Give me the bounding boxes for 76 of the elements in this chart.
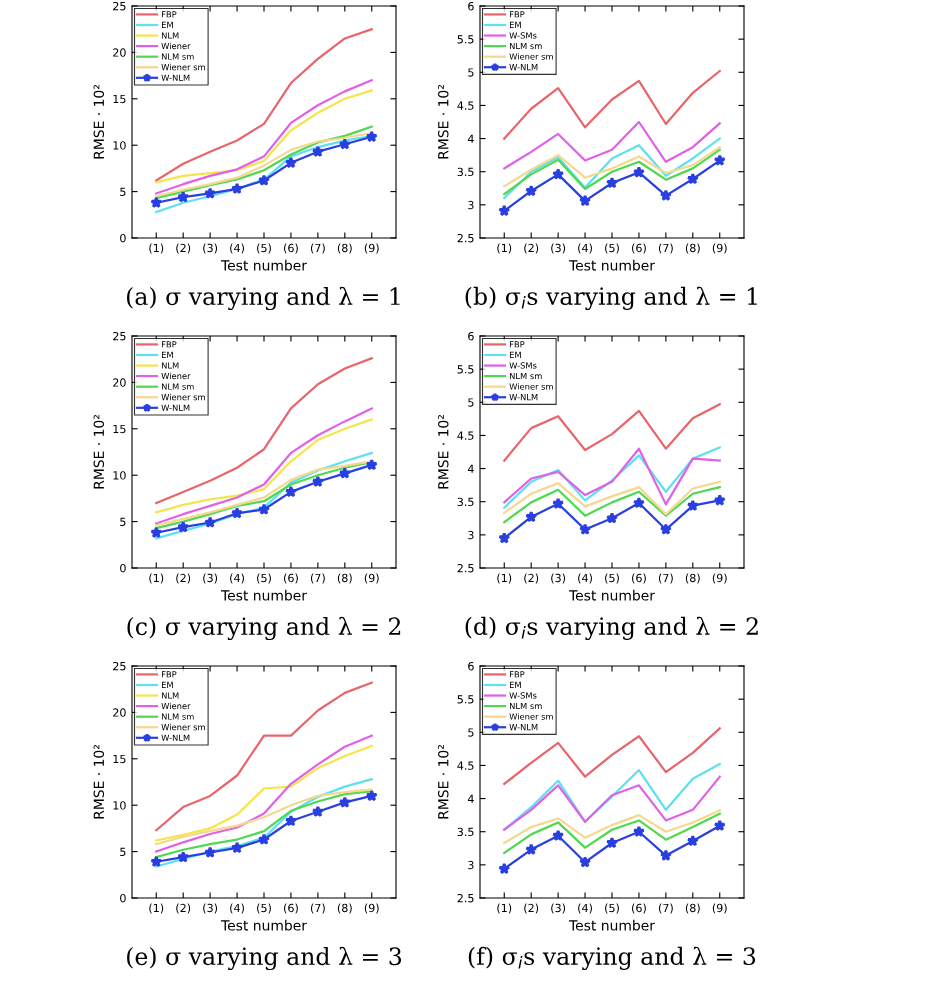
point bbox=[525, 510, 538, 523]
point bbox=[605, 176, 619, 189]
point bbox=[498, 204, 511, 217]
line-series bbox=[503, 727, 721, 786]
line-series bbox=[155, 28, 373, 182]
point bbox=[365, 789, 378, 802]
line-series bbox=[155, 79, 373, 195]
point bbox=[257, 833, 271, 845]
line-series bbox=[155, 744, 373, 842]
point bbox=[365, 458, 378, 471]
point bbox=[204, 516, 217, 528]
point bbox=[579, 194, 592, 207]
point bbox=[150, 196, 163, 209]
point bbox=[338, 138, 351, 150]
point bbox=[659, 849, 672, 861]
point bbox=[231, 841, 244, 854]
text: (d) σ$_{i}$s varying and λ = 2 bbox=[465, 616, 758, 640]
point bbox=[605, 512, 619, 524]
point bbox=[284, 814, 297, 827]
line-series bbox=[155, 681, 373, 832]
point bbox=[365, 130, 378, 143]
line-series bbox=[155, 734, 373, 853]
point bbox=[632, 166, 645, 178]
line-series bbox=[503, 480, 721, 516]
point bbox=[552, 497, 565, 510]
text: (f) σ$_{i}$s varying and λ = 3 bbox=[468, 946, 756, 970]
line-series bbox=[503, 812, 721, 855]
line-series bbox=[155, 89, 373, 184]
point bbox=[659, 523, 672, 535]
point bbox=[311, 475, 324, 488]
line-series bbox=[503, 148, 721, 196]
point bbox=[686, 834, 699, 847]
line-series bbox=[503, 403, 721, 462]
point bbox=[498, 862, 511, 875]
text: (e) σ varying and λ = 3 bbox=[127, 946, 402, 971]
point bbox=[284, 156, 297, 169]
line-series bbox=[503, 120, 721, 170]
line-series bbox=[503, 137, 721, 200]
point bbox=[713, 819, 726, 832]
point bbox=[525, 843, 538, 855]
point bbox=[713, 154, 726, 166]
point bbox=[525, 184, 538, 197]
text: (c) σ varying and λ = 2 bbox=[127, 616, 401, 641]
line-series bbox=[503, 775, 721, 831]
point bbox=[231, 182, 244, 195]
point bbox=[632, 825, 645, 838]
point bbox=[686, 499, 699, 512]
text: (a) σ varying and λ = 1 bbox=[127, 286, 400, 311]
point bbox=[338, 796, 351, 808]
text: (b) σ$_{i}$s varying and λ = 1 bbox=[465, 286, 757, 310]
point bbox=[659, 189, 672, 201]
line-series bbox=[155, 407, 373, 525]
point bbox=[605, 836, 619, 849]
point bbox=[552, 829, 565, 842]
point bbox=[257, 503, 271, 515]
point bbox=[579, 523, 592, 535]
line-series bbox=[155, 357, 373, 505]
point bbox=[150, 526, 163, 539]
line-series bbox=[503, 486, 721, 524]
line-series bbox=[503, 762, 721, 831]
point bbox=[204, 187, 217, 199]
line-series bbox=[155, 418, 373, 514]
point bbox=[231, 507, 244, 519]
point bbox=[338, 467, 351, 479]
point bbox=[552, 168, 565, 180]
point bbox=[311, 145, 324, 158]
point bbox=[150, 855, 163, 868]
line-series bbox=[503, 69, 721, 140]
point bbox=[311, 805, 324, 818]
point bbox=[284, 485, 297, 498]
point bbox=[204, 846, 217, 858]
line-series bbox=[503, 809, 721, 845]
point bbox=[713, 494, 726, 506]
line-series bbox=[503, 146, 721, 188]
point bbox=[686, 172, 699, 185]
point bbox=[632, 496, 645, 509]
